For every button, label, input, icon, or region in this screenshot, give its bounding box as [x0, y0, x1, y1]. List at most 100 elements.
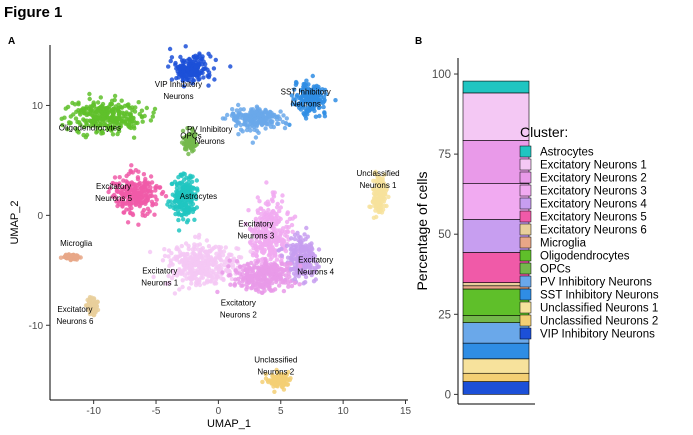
- umap-point: [304, 225, 309, 231]
- umap-point: [299, 247, 304, 252]
- umap-point: [252, 227, 258, 233]
- umap-point: [257, 199, 262, 204]
- umap-point: [298, 263, 303, 269]
- umap-point: [289, 256, 294, 261]
- umap-point: [109, 101, 115, 107]
- umap-point: [93, 114, 98, 120]
- cluster-label-pv-inhibitory-neurons: PV Inhibitory Neurons: [187, 125, 232, 146]
- umap-point: [177, 287, 182, 292]
- umap-point: [300, 104, 305, 109]
- umap-point: [198, 56, 204, 61]
- y-tick-label: 0: [37, 211, 43, 222]
- umap-point: [308, 101, 314, 106]
- umap-point: [110, 180, 115, 186]
- umap-point: [176, 200, 181, 205]
- umap-point: [205, 67, 210, 73]
- legend-label-unclassified-neurons-1: Unclassified Neurons 1: [540, 303, 658, 315]
- umap-point: [183, 202, 188, 208]
- umap-point: [294, 242, 299, 248]
- umap-point: [98, 95, 104, 100]
- umap-point: [258, 234, 264, 239]
- umap-point: [75, 255, 80, 260]
- legend-swatch-microglia: [519, 236, 532, 249]
- umap-point: [87, 296, 93, 301]
- umap-point: [194, 186, 200, 191]
- umap-point: [178, 271, 183, 276]
- umap-point: [192, 217, 197, 222]
- legend-label-excitatory-neurons-4: Excitatory Neurons 4: [540, 199, 647, 211]
- cluster-label-line: Neurons: [163, 92, 193, 101]
- umap-point: [267, 233, 273, 238]
- y-tick-label: 10: [32, 101, 44, 112]
- umap-point: [183, 252, 188, 257]
- umap-point: [226, 273, 231, 278]
- umap-point: [119, 98, 124, 103]
- umap-point: [135, 176, 141, 182]
- cluster-label-line: Unclassified: [254, 356, 297, 365]
- umap-point: [185, 67, 191, 73]
- bar-segment-sst-inhibitory-neurons: [462, 342, 530, 360]
- umap-point: [268, 124, 274, 129]
- legend-label-vip-inhibitory-neurons: VIP Inhibitory Neurons: [540, 329, 655, 341]
- umap-point: [183, 260, 188, 265]
- bar-segment-unclassified-neurons-2: [462, 372, 530, 382]
- umap-point: [310, 73, 315, 79]
- umap-point: [197, 76, 202, 82]
- umap-point: [172, 179, 178, 184]
- umap-point: [263, 242, 268, 247]
- umap-point: [195, 64, 201, 69]
- umap-point: [152, 106, 158, 112]
- cluster-points-excitatory-neurons-4: [276, 225, 322, 286]
- umap-point: [253, 219, 258, 224]
- umap-point: [296, 270, 301, 276]
- umap-point: [247, 226, 253, 231]
- umap-point: [126, 102, 131, 107]
- cluster-points-astrocytes: [165, 171, 200, 233]
- umap-point: [254, 253, 259, 258]
- umap-point: [374, 214, 379, 220]
- umap-point: [268, 225, 274, 230]
- legend-swatch-excitatory-neurons-4: [519, 197, 532, 210]
- umap-point: [172, 199, 177, 204]
- cluster-label-excitatory-neurons-5: Excitatory Neurons 5: [95, 182, 132, 203]
- umap-point: [203, 61, 208, 67]
- umap-point: [187, 183, 193, 188]
- umap-point: [279, 199, 285, 204]
- umap-point: [376, 188, 381, 194]
- umap-point: [284, 121, 289, 126]
- umap-point: [306, 262, 312, 267]
- umap-point: [174, 246, 179, 252]
- umap-point: [193, 272, 198, 277]
- umap-point: [304, 108, 309, 113]
- umap-point: [193, 234, 198, 239]
- umap-point: [227, 258, 232, 263]
- cluster-label-line: SST Inhibitory: [281, 87, 331, 96]
- umap-point: [300, 256, 306, 261]
- cluster-label-excitatory-neurons-6: Excitatory Neurons 6: [56, 305, 93, 326]
- umap-point: [272, 389, 277, 394]
- umap-point: [317, 113, 322, 119]
- umap-point: [132, 126, 137, 131]
- umap-point: [269, 255, 274, 260]
- umap-point: [279, 261, 284, 267]
- umap-point: [260, 220, 266, 225]
- legend-swatch-oligodendrocytes: [519, 249, 532, 262]
- umap-point: [285, 255, 291, 260]
- bar-axes: 0 25 50 75 100 Percentage of cells: [414, 58, 535, 405]
- umap-point: [260, 117, 266, 122]
- umap-point: [93, 310, 98, 315]
- umap-point: [197, 254, 203, 260]
- umap-point: [174, 185, 180, 191]
- umap-point: [151, 110, 156, 115]
- cluster-label-line: Astrocytes: [180, 192, 217, 201]
- umap-point: [133, 190, 138, 195]
- umap-point: [244, 122, 249, 128]
- umap-point: [279, 246, 284, 252]
- umap-point: [88, 108, 94, 114]
- umap-point: [281, 377, 287, 382]
- umap-point: [278, 275, 283, 280]
- umap-point: [180, 189, 185, 194]
- x-tick-label: -5: [152, 406, 161, 417]
- umap-point: [167, 204, 173, 209]
- umap-point: [84, 122, 90, 127]
